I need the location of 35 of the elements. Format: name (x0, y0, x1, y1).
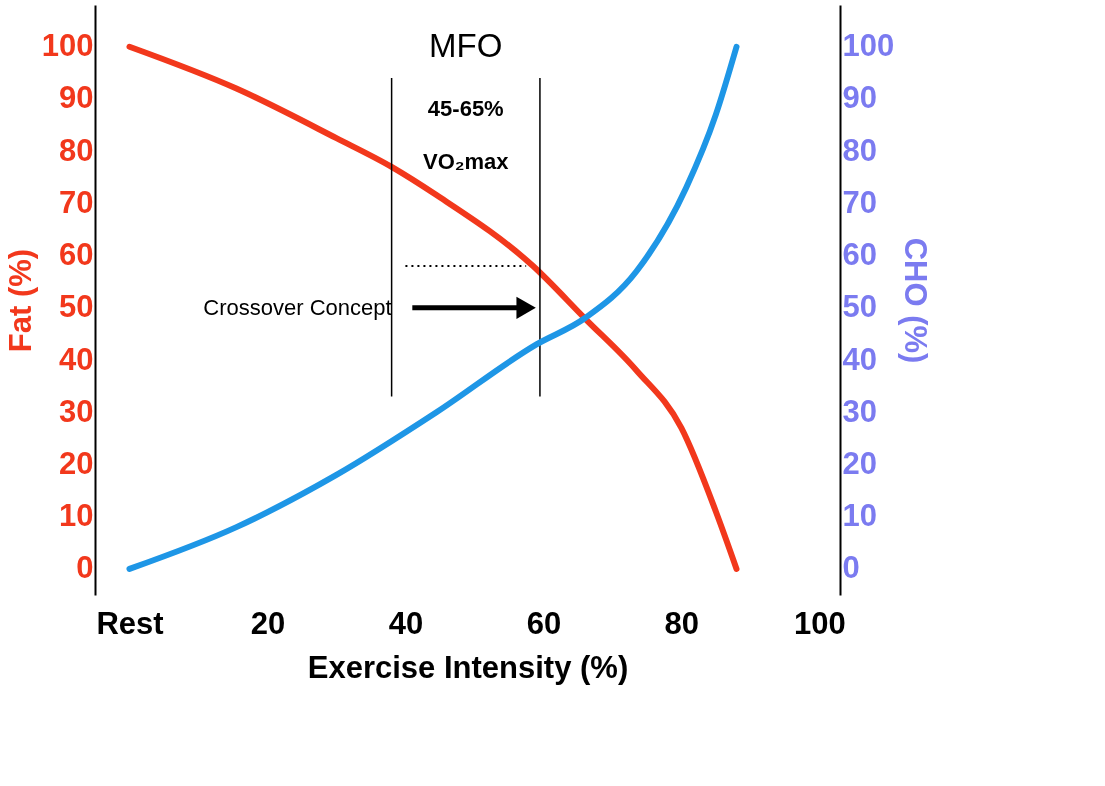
y2-tick-label: 40 (842, 341, 877, 377)
y-tick-label: 60 (59, 237, 94, 273)
y2-tick-label: 10 (842, 498, 877, 534)
x-tick-label: 20 (250, 605, 286, 641)
y2-tick-label: 50 (842, 289, 877, 325)
x-tick-label: 40 (388, 605, 424, 641)
annotation: 45-65% (427, 96, 504, 122)
y2-tick-label: 90 (842, 80, 877, 116)
x-tick-label: 60 (526, 605, 562, 641)
x-tick-label: 80 (664, 605, 700, 641)
annotation: VO₂max (422, 148, 510, 174)
y-tick-label: 90 (59, 80, 94, 116)
y2-tick-label: 30 (842, 393, 877, 429)
y2-tick-label: 80 (842, 132, 877, 168)
y-tick-label: 50 (59, 289, 94, 325)
y-tick-label: 70 (59, 184, 94, 220)
x-axis-title: Exercise Intensity (%) (307, 649, 629, 685)
annotation: MFO (429, 26, 503, 64)
y2-tick-label: 60 (842, 237, 877, 273)
y2-tick-label: 0 (842, 550, 860, 586)
annotation: Crossover Concept (203, 294, 392, 320)
y2-tick-label: 100 (842, 28, 895, 64)
y2-tick-label: 20 (842, 445, 877, 481)
y-tick-label: 20 (59, 445, 94, 481)
y-axis-title: Fat (%) (2, 248, 38, 353)
x-tick-label: Rest (96, 605, 164, 641)
y-tick-label: 30 (59, 393, 94, 429)
y-tick-label: 10 (59, 498, 94, 534)
y-tick-label: 80 (59, 132, 94, 168)
y2-axis-title: CHO (%) (898, 237, 934, 364)
x-tick-label: 100 (793, 605, 846, 641)
y2-tick-label: 70 (842, 184, 877, 220)
y-tick-label: 40 (59, 341, 94, 377)
y-tick-label: 100 (41, 28, 94, 64)
y-tick-label: 0 (76, 550, 94, 586)
